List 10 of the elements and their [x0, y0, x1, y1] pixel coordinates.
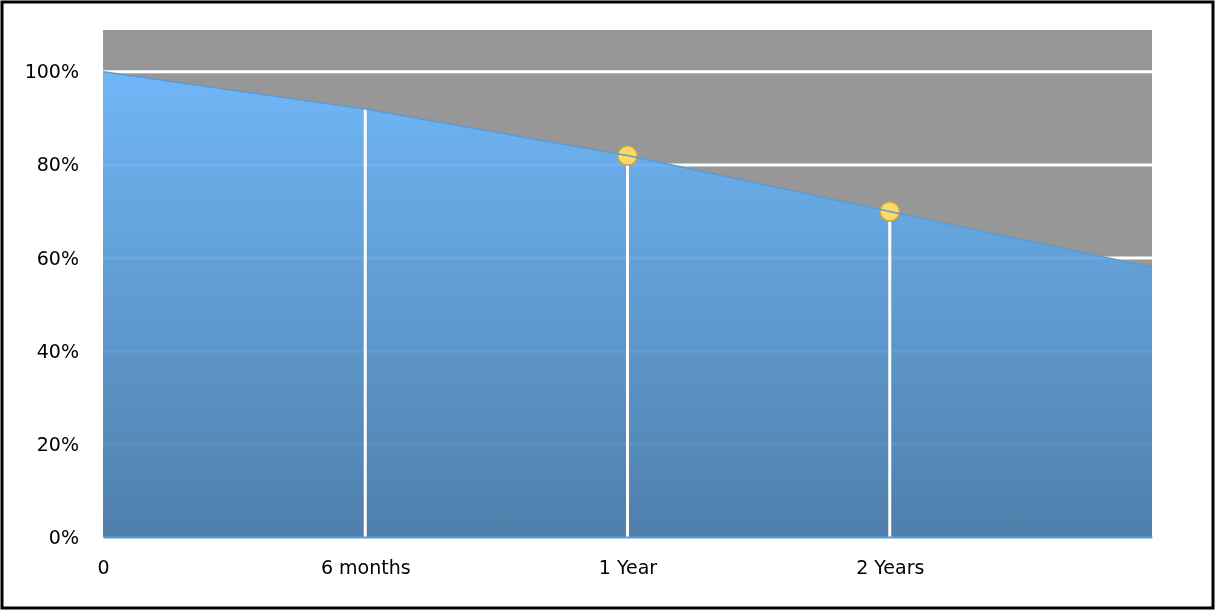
y-tick-label: 20% [36, 432, 79, 455]
y-tick-label: 80% [36, 153, 79, 176]
x-tick-label: 6 months [320, 556, 411, 579]
y-tick-label: 40% [36, 339, 79, 362]
x-tick-label: 1 Year [598, 556, 658, 579]
y-tick-label: 100% [24, 60, 79, 83]
y-tick-label: 60% [36, 246, 79, 269]
y-tick-label: 0% [48, 525, 79, 548]
x-tick-label: 2 Years [856, 556, 925, 579]
x-tick-label: 0 [97, 556, 110, 579]
